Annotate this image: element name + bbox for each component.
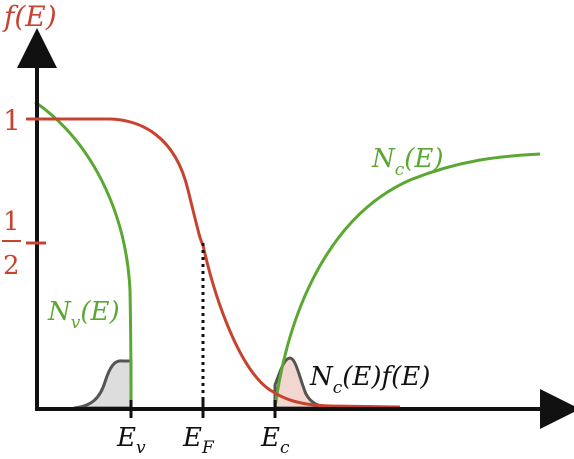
valence-hole-distribution xyxy=(73,359,133,410)
ev-label: Ev xyxy=(116,423,146,454)
y-tick-half-denominator: 2 xyxy=(3,251,20,281)
ef-label: EF xyxy=(182,423,215,454)
electron-density-label: Nc(E)f(E) xyxy=(309,362,430,398)
ec-label: Ec xyxy=(260,423,290,454)
y-axis-title: f(E) xyxy=(2,0,57,33)
nc-label: Nc(E) xyxy=(371,144,444,180)
conduction-dos-curve xyxy=(273,152,541,409)
y-tick-half-numerator: 1 xyxy=(3,207,20,237)
valence-dos-curve xyxy=(34,100,133,409)
y-tick-one-label: 1 xyxy=(3,104,21,137)
nv-label: Nv(E) xyxy=(47,297,120,333)
